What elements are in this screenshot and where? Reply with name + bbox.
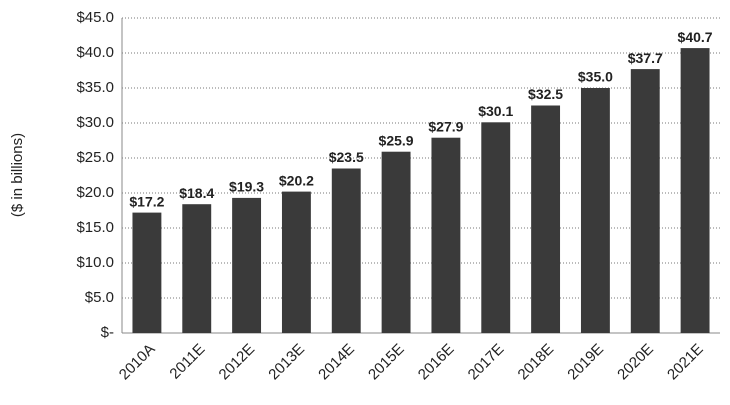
bar — [232, 197, 262, 333]
value-label: $32.5 — [528, 86, 563, 102]
y-tick-label: $- — [101, 324, 114, 341]
value-label: $23.5 — [329, 149, 364, 165]
bar — [182, 204, 212, 333]
value-label: $17.2 — [129, 193, 164, 209]
bar — [281, 191, 311, 333]
bar — [481, 122, 511, 333]
y-tick-label: $20.0 — [76, 184, 114, 201]
bar — [431, 137, 461, 333]
x-tick-label: 2019E — [564, 341, 607, 384]
y-tick-label: $15.0 — [76, 219, 114, 236]
x-tick-label: 2016E — [415, 341, 458, 384]
value-label: $40.7 — [678, 29, 713, 45]
value-label: $18.4 — [179, 185, 214, 201]
y-tick-label: $5.0 — [85, 289, 114, 306]
x-tick-label: 2014E — [315, 341, 358, 384]
bar — [381, 151, 411, 333]
bar — [580, 88, 610, 333]
value-label: $20.2 — [279, 172, 314, 188]
value-label: $35.0 — [578, 69, 613, 85]
y-tick-label: $45.0 — [76, 9, 114, 26]
bar — [531, 105, 561, 333]
bar — [630, 69, 660, 333]
bar — [331, 168, 361, 333]
x-tick-label: 2010A — [116, 341, 159, 384]
value-label: $27.9 — [428, 118, 463, 134]
y-tick-label: $30.0 — [76, 114, 114, 131]
x-tick-label: 2013E — [265, 341, 308, 384]
y-tick-label: $10.0 — [76, 254, 114, 271]
y-tick-label: $40.0 — [76, 44, 114, 61]
x-tick-label: 2015E — [365, 341, 408, 384]
y-axis-label: ($ in billions) — [9, 133, 26, 217]
x-tick-label: 2012E — [216, 341, 259, 384]
bar — [680, 48, 710, 333]
value-label: $37.7 — [628, 50, 663, 66]
value-label: $25.9 — [379, 132, 414, 148]
bar — [132, 212, 162, 333]
x-tick-label: 2020E — [614, 341, 657, 384]
y-tick-label: $25.0 — [76, 149, 114, 166]
x-tick-label: 2018E — [515, 341, 558, 384]
value-label: $19.3 — [229, 179, 264, 195]
x-tick-label: 2021E — [664, 341, 707, 384]
x-tick-label: 2017E — [465, 341, 508, 384]
value-label: $30.1 — [478, 103, 513, 119]
y-tick-label: $35.0 — [76, 79, 114, 96]
x-tick-label: 2011E — [166, 341, 208, 383]
